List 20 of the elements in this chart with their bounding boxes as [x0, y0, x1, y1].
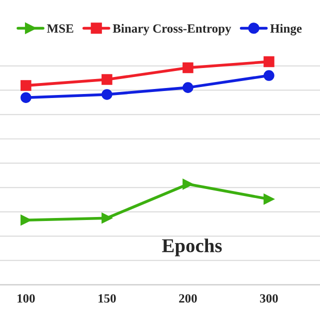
legend-label: Hinge — [270, 24, 302, 36]
point — [264, 70, 274, 81]
point — [264, 56, 274, 68]
point — [264, 194, 274, 205]
point — [20, 80, 32, 91]
point — [182, 178, 194, 190]
point — [182, 82, 194, 93]
x-axis-title: Epochs — [162, 238, 222, 256]
x-tick-label: 150 — [98, 294, 116, 303]
x-tick-label: 200 — [179, 294, 197, 303]
point — [102, 89, 112, 100]
legend-label: Binary Cross-Entropy — [112, 24, 232, 36]
point — [182, 62, 194, 74]
legend-label: MSE — [46, 24, 74, 33]
point — [20, 214, 32, 226]
point — [102, 212, 112, 224]
x-tick-label: 300 — [260, 294, 278, 303]
x-tick-label: 100 — [18, 294, 35, 303]
point — [20, 92, 32, 103]
point — [102, 74, 112, 85]
